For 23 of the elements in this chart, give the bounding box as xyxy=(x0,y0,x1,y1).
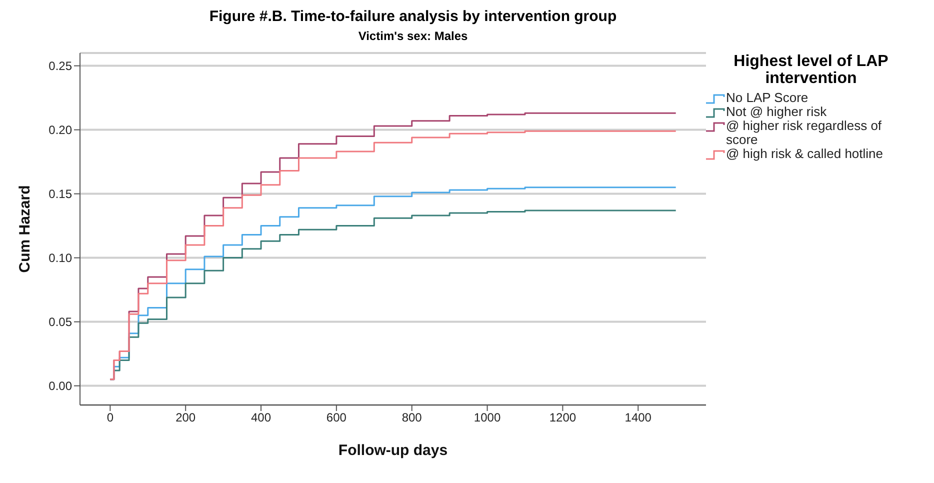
legend-title: Highest level of LAP intervention xyxy=(732,53,890,87)
y-tick-label: 0.05 xyxy=(48,315,72,330)
x-tick-label: 0 xyxy=(106,410,114,425)
x-tick-label: 600 xyxy=(326,410,347,425)
legend-label: @ higher risk regardless of score xyxy=(726,118,883,147)
x-tick-label: 1000 xyxy=(474,410,501,425)
y-tick-label: 0.20 xyxy=(48,123,72,138)
chart-title: Figure #.B. Time-to-failure analysis by intervention group xyxy=(208,8,618,25)
y-tick-label: 0.15 xyxy=(48,187,72,202)
y-axis-title: Cum Hazard xyxy=(16,185,34,273)
y-tick-label: 0.00 xyxy=(48,379,72,394)
legend-label: No LAP Score xyxy=(726,90,808,105)
y-tick-label: 0.25 xyxy=(48,59,72,74)
y-tick-label: 0.10 xyxy=(48,251,72,266)
x-tick-label: 800 xyxy=(402,410,422,425)
x-tick-label: 400 xyxy=(250,410,272,425)
x-tick-label: 1400 xyxy=(624,410,652,425)
legend-label: @ high risk & called hotline xyxy=(726,146,883,161)
x-tick-label: 1200 xyxy=(549,410,576,425)
chart-subtitle: Victim's sex: Males xyxy=(357,29,469,43)
x-tick-label: 200 xyxy=(176,410,196,425)
x-axis-title: Follow-up days xyxy=(338,442,448,459)
legend-label: Not @ higher risk xyxy=(726,104,827,119)
